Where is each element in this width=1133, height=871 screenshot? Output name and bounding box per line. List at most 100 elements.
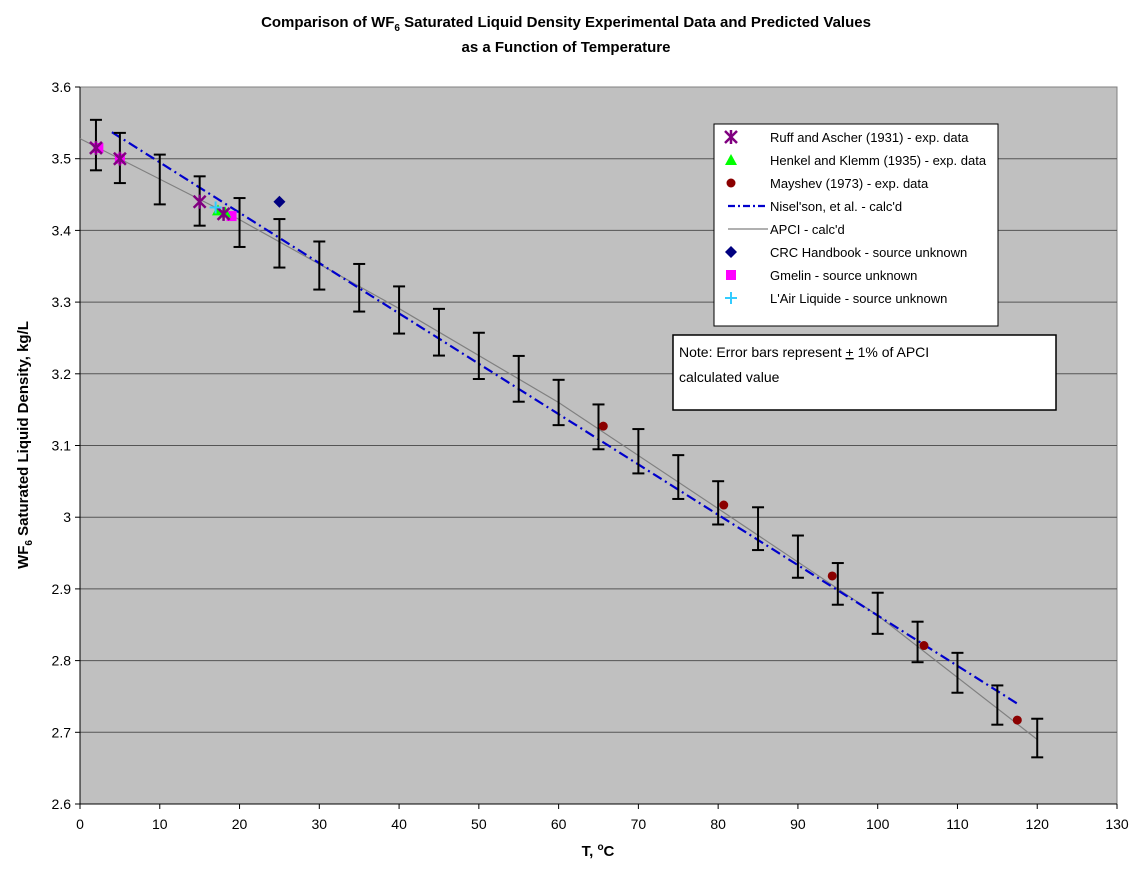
error-bar [313,240,326,291]
x-tick-label: 90 [790,816,806,832]
legend-label-ruff: Ruff and Ascher (1931) - exp. data [770,130,969,145]
error-bar [353,262,366,313]
y-tick-label: 3.5 [52,151,72,167]
marker-shape [93,142,104,153]
error-bar [991,684,1004,726]
error-bar [791,534,804,579]
niselson-line [111,131,1018,705]
marker-shape [725,154,737,165]
y-tick-label: 3.6 [52,79,72,95]
y-tick-label: 3.1 [52,438,72,454]
y-tick-label: 3.4 [52,222,72,238]
x-tick-label: 40 [391,816,407,832]
marker-shape [919,641,929,651]
note-box: Note: Error bars represent + 1% of APCI … [672,334,1057,411]
x-axis-title: T, oC [582,842,615,860]
marker-shape [827,571,837,581]
x-tick-label: 0 [76,816,84,832]
y-tick-label: 2.6 [52,796,72,812]
error-bar [632,428,645,475]
x-tick-label: 10 [152,816,168,832]
x-tick-label: 80 [710,816,726,832]
x-tick-label: 60 [551,816,567,832]
marker-shape [273,195,286,208]
marker-shape [1012,715,1022,725]
legend-box [713,123,999,327]
error-bar [273,218,286,269]
chart-title-line1: Comparison of WF6 Saturated Liquid Densi… [261,14,871,34]
error-bar [592,403,605,451]
error-bar [432,307,445,357]
niselson-line-series [111,131,1018,705]
marker-shape [226,211,237,222]
legend-label-crc: CRC Handbook - source unknown [770,245,967,260]
legend-label-nisel: Nisel'son, et al. - calc'd [770,199,902,214]
point-mayshev [919,641,929,651]
note-line2: calculated value [679,369,780,385]
error-bars [89,118,1044,759]
error-bar [672,454,685,500]
legend-label-apci: APCI - calc'd [770,222,845,237]
marker-shape [726,270,736,280]
error-bar [911,620,924,664]
legend: Ruff and Ascher (1931) - exp. data Henkel… [713,123,999,327]
point-crc [273,195,286,208]
note-box-frame [672,334,1057,411]
y-tick-label: 3.2 [52,366,72,382]
point-ruff [113,151,127,166]
legend-symbol-gmelin [726,270,736,280]
legend-symbol-crc [725,246,737,258]
error-bar [393,285,406,335]
x-tick-label: 130 [1105,816,1129,832]
x-tick-label: 50 [471,816,487,832]
error-bar [552,378,565,427]
error-bar [752,506,765,552]
axes: 2.6 2.7 2.8 2.9 3 3.1 3.2 3.3 3.4 3.5 3.6 0 10 20 30 40… [52,79,1129,832]
marker-shape [719,500,729,510]
x-tick-label: 120 [1026,816,1050,832]
data-points [89,140,1022,725]
x-tick-label: 100 [866,816,890,832]
point-ruff [89,140,103,155]
point-airliquide [209,201,222,214]
x-tick-label: 70 [631,816,647,832]
note-line1: Note: Error bars represent + 1% of APCI [679,344,929,360]
point-gmelin [226,211,237,222]
point-mayshev [827,571,837,581]
marker-shape [598,421,608,431]
x-tick-label: 110 [946,816,969,832]
y-tick-label: 2.7 [52,724,72,740]
error-bar [871,591,884,635]
marker-shape [725,246,737,258]
point-gmelin [93,142,104,153]
legend-label-gmelin: Gmelin - source unknown [770,268,917,283]
y-axis-title: WF6 Saturated Liquid Density, kg/L [15,321,35,569]
point-ruff [192,194,207,209]
point-ruff [216,206,231,221]
error-bar [512,354,525,403]
legend-label-airliquide: L'Air Liquide - source unknown [770,291,947,306]
chart-title-line2: as a Function of Temperature [462,39,671,56]
legend-label-mayshev: Mayshev (1973) - exp. data [770,176,929,191]
x-tick-label: 30 [312,816,328,832]
legend-symbol-ruff [724,130,738,144]
error-bar [712,480,725,526]
y-tick-label: 2.9 [52,581,72,597]
point-mayshev [598,421,608,431]
y-tick-label: 2.8 [52,653,72,669]
error-bar [233,197,246,248]
legend-symbol-airliquide [725,292,737,304]
point-mayshev [1012,715,1022,725]
point-mayshev [719,500,729,510]
error-bar [153,153,166,206]
legend-label-henkel: Henkel and Klemm (1935) - exp. data [770,153,987,168]
legend-symbol-henkel [725,154,737,165]
marker-shape [726,178,736,188]
error-bar [951,651,964,694]
error-bar [1031,717,1044,759]
y-tick-label: 3 [63,509,71,525]
legend-symbol-mayshev [726,178,736,188]
error-bar [472,331,485,380]
x-tick-label: 20 [232,816,248,832]
